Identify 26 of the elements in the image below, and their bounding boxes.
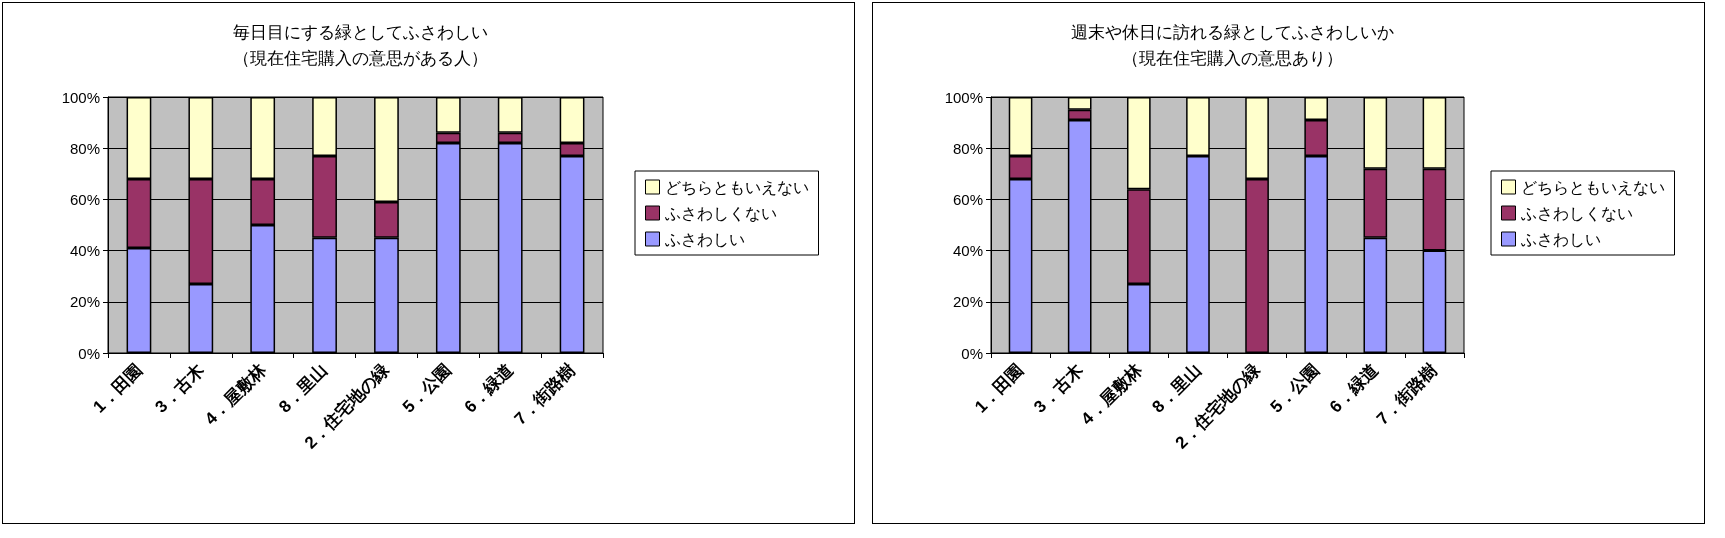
x-tick-label: 1．田園 xyxy=(89,360,146,417)
y-tick-label: 80% xyxy=(952,139,983,157)
y-tick-label: 100% xyxy=(61,88,100,106)
chart-title: 毎日目にする緑としてふさわしい xyxy=(233,23,488,42)
chart-subtitle: （現在住宅購入の意思がある人） xyxy=(233,49,488,68)
x-tick-label: 5．公園 xyxy=(1266,360,1323,417)
y-tick-label: 0% xyxy=(78,344,100,362)
y-tick-label: 40% xyxy=(952,242,983,260)
legend-label: どちらともいえない xyxy=(664,178,809,196)
y-tick-label: 100% xyxy=(944,88,983,106)
legend-label: ふさわしい xyxy=(663,230,745,248)
legend-label: どちらともいえない xyxy=(1520,178,1665,196)
legend-label: ふさわしい xyxy=(1519,230,1601,248)
y-tick-label: 20% xyxy=(952,293,983,311)
y-tick-label: 20% xyxy=(69,293,100,311)
y-tick-label: 60% xyxy=(952,190,983,208)
x-tick-label: 5．公園 xyxy=(398,360,456,417)
chart-title: 週末や休日に訪れる緑としてふさわしいか xyxy=(1071,23,1394,42)
y-tick-label: 0% xyxy=(961,344,983,362)
legend-label: ふさわしくない xyxy=(1519,204,1633,222)
y-tick-label: 60% xyxy=(69,190,100,208)
y-tick-label: 80% xyxy=(69,139,100,157)
chart-subtitle: （現在住宅購入の意思あり） xyxy=(1122,49,1343,68)
y-tick-label: 40% xyxy=(69,242,100,260)
x-tick-label: 1．田園 xyxy=(971,360,1028,417)
legend-label: ふさわしくない xyxy=(663,204,777,222)
